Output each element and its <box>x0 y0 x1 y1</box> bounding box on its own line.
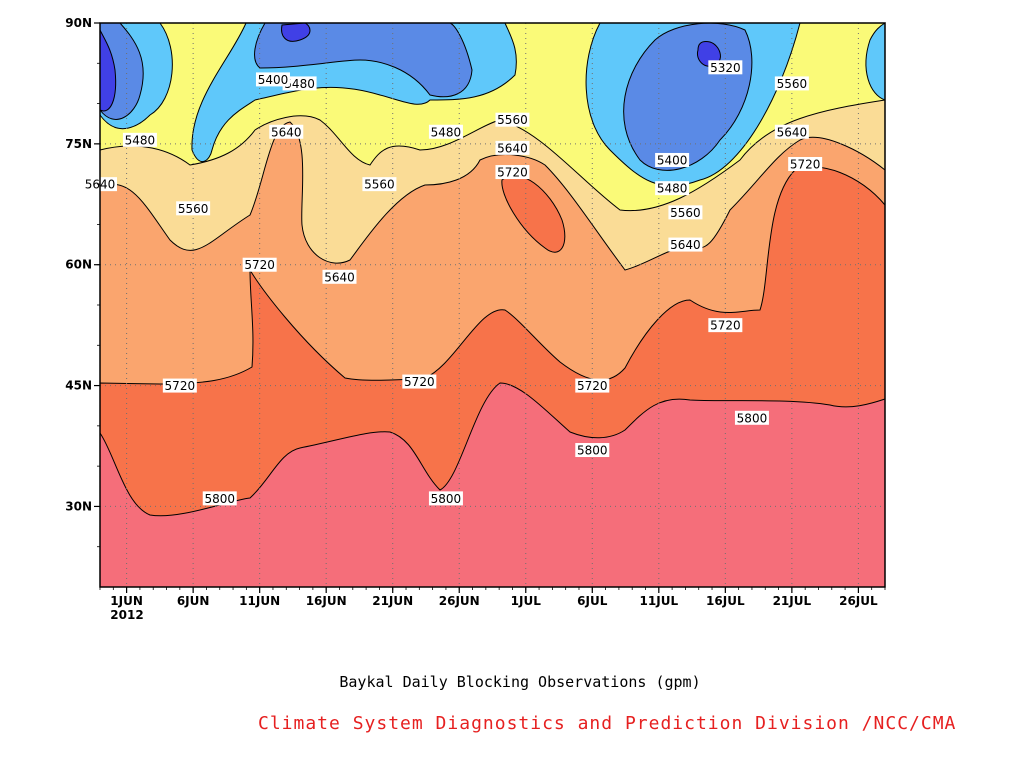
contour-label: 5720 <box>402 374 437 389</box>
svg-text:5720: 5720 <box>244 258 275 272</box>
svg-text:5720: 5720 <box>404 375 435 389</box>
contour-label: 5640 <box>269 124 304 139</box>
contour-label: 5720 <box>242 257 277 272</box>
svg-text:5400: 5400 <box>258 73 289 87</box>
svg-text:5560: 5560 <box>364 178 395 192</box>
x-tick-label: 21JUL <box>773 594 812 608</box>
x-tick-label: 11JUN <box>239 594 280 608</box>
contour-label: 5480 <box>428 124 463 139</box>
svg-text:5640: 5640 <box>324 270 355 284</box>
y-tick-label: 90N <box>65 16 92 30</box>
y-axis-ticks: 90N 75N 60N 45N 30N <box>65 16 100 548</box>
x-tick-label: 21JUN <box>372 594 413 608</box>
svg-text:5480: 5480 <box>284 77 315 91</box>
contour-label: 5560 <box>176 201 211 216</box>
svg-text:5480: 5480 <box>125 133 156 147</box>
y-tick-label: 75N <box>65 137 92 151</box>
x-axis-year-label: 2012 <box>110 608 143 622</box>
contour-label: 5720 <box>788 157 823 172</box>
fill-below-5320 <box>281 22 311 42</box>
contour-label: 5640 <box>495 140 530 155</box>
svg-text:5720: 5720 <box>710 319 741 333</box>
svg-text:5800: 5800 <box>431 492 462 506</box>
contour-labels: 5800 5800 5800 5800 5720 5720 5720 5720 5720 5720… <box>83 60 823 506</box>
contour-label: 5720 <box>495 165 530 180</box>
x-tick-label: 6JUN <box>177 594 210 608</box>
x-tick-label: 1JUN <box>110 594 143 608</box>
svg-text:5560: 5560 <box>497 113 528 127</box>
contour-label: 5800 <box>428 491 463 506</box>
fill-below-5320 <box>99 29 117 112</box>
contour-label: 5480 <box>282 76 317 91</box>
contour-label: 5720 <box>708 318 743 333</box>
contour-label: 5640 <box>668 237 703 252</box>
svg-text:5800: 5800 <box>577 444 608 458</box>
contour-label: 5560 <box>495 112 530 127</box>
svg-text:5720: 5720 <box>577 379 608 393</box>
contour-fills <box>99 22 886 588</box>
svg-text:5720: 5720 <box>790 158 821 172</box>
fill-5400-5480 <box>865 22 886 101</box>
contour-label: 5720 <box>575 378 610 393</box>
contour-label: 5640 <box>322 269 357 284</box>
fill-5320-5400 <box>254 22 473 98</box>
fill-5720-5800 <box>501 175 566 253</box>
svg-text:5560: 5560 <box>777 77 808 91</box>
svg-text:5560: 5560 <box>670 206 701 220</box>
svg-text:5480: 5480 <box>657 182 688 196</box>
svg-text:5640: 5640 <box>271 125 302 139</box>
chart-caption: Baykal Daily Blocking Observations (gpm) <box>339 673 701 691</box>
y-tick-label: 30N <box>65 499 92 513</box>
contour-label: 5560 <box>774 76 809 91</box>
fill-below-5320 <box>696 41 721 67</box>
contour-label: 5400 <box>255 72 290 87</box>
contour-label: 5800 <box>575 443 610 458</box>
svg-text:5720: 5720 <box>497 166 528 180</box>
contour-label: 5800 <box>202 491 237 506</box>
svg-text:5560: 5560 <box>178 202 209 216</box>
x-tick-label: 6JUL <box>577 594 608 608</box>
contour-label: 5480 <box>122 132 157 147</box>
svg-text:5800: 5800 <box>204 492 235 506</box>
y-tick-label: 60N <box>65 258 92 272</box>
x-tick-label: 26JUN <box>439 594 480 608</box>
x-axis-ticks: 1JUN 6JUN 11JUN 16JUN 21JUN 26JUN 1JUL 6JUL 11JU… <box>99 587 886 608</box>
x-tick-label: 26JUL <box>839 594 878 608</box>
svg-text:5400: 5400 <box>657 153 688 167</box>
contour-label: 5640 <box>774 124 809 139</box>
x-tick-label: 16JUL <box>706 594 745 608</box>
svg-text:5640: 5640 <box>777 125 808 139</box>
contour-label: 5720 <box>162 378 197 393</box>
svg-text:5640: 5640 <box>670 238 701 252</box>
contour-label: 5400 <box>655 152 690 167</box>
x-tick-label: 16JUN <box>306 594 347 608</box>
contour-label: 5320 <box>708 60 743 75</box>
contour-label: 5560 <box>362 177 397 192</box>
svg-text:5800: 5800 <box>737 411 768 425</box>
contour-label: 5560 <box>668 205 703 220</box>
svg-text:5480: 5480 <box>431 125 462 139</box>
contour-chart: 5800 5800 5800 5800 5720 5720 5720 5720 5720 5720… <box>65 16 886 622</box>
credit-line: Climate System Diagnostics and Predictio… <box>258 713 957 734</box>
x-tick-label: 11JUL <box>640 594 679 608</box>
contour-label: 5800 <box>734 410 769 425</box>
x-tick-label: 1JUL <box>511 594 542 608</box>
contour-label: 5480 <box>655 181 690 196</box>
svg-text:5720: 5720 <box>165 379 196 393</box>
svg-text:5640: 5640 <box>497 141 528 155</box>
svg-text:5320: 5320 <box>710 61 741 75</box>
y-tick-label: 45N <box>65 379 92 393</box>
